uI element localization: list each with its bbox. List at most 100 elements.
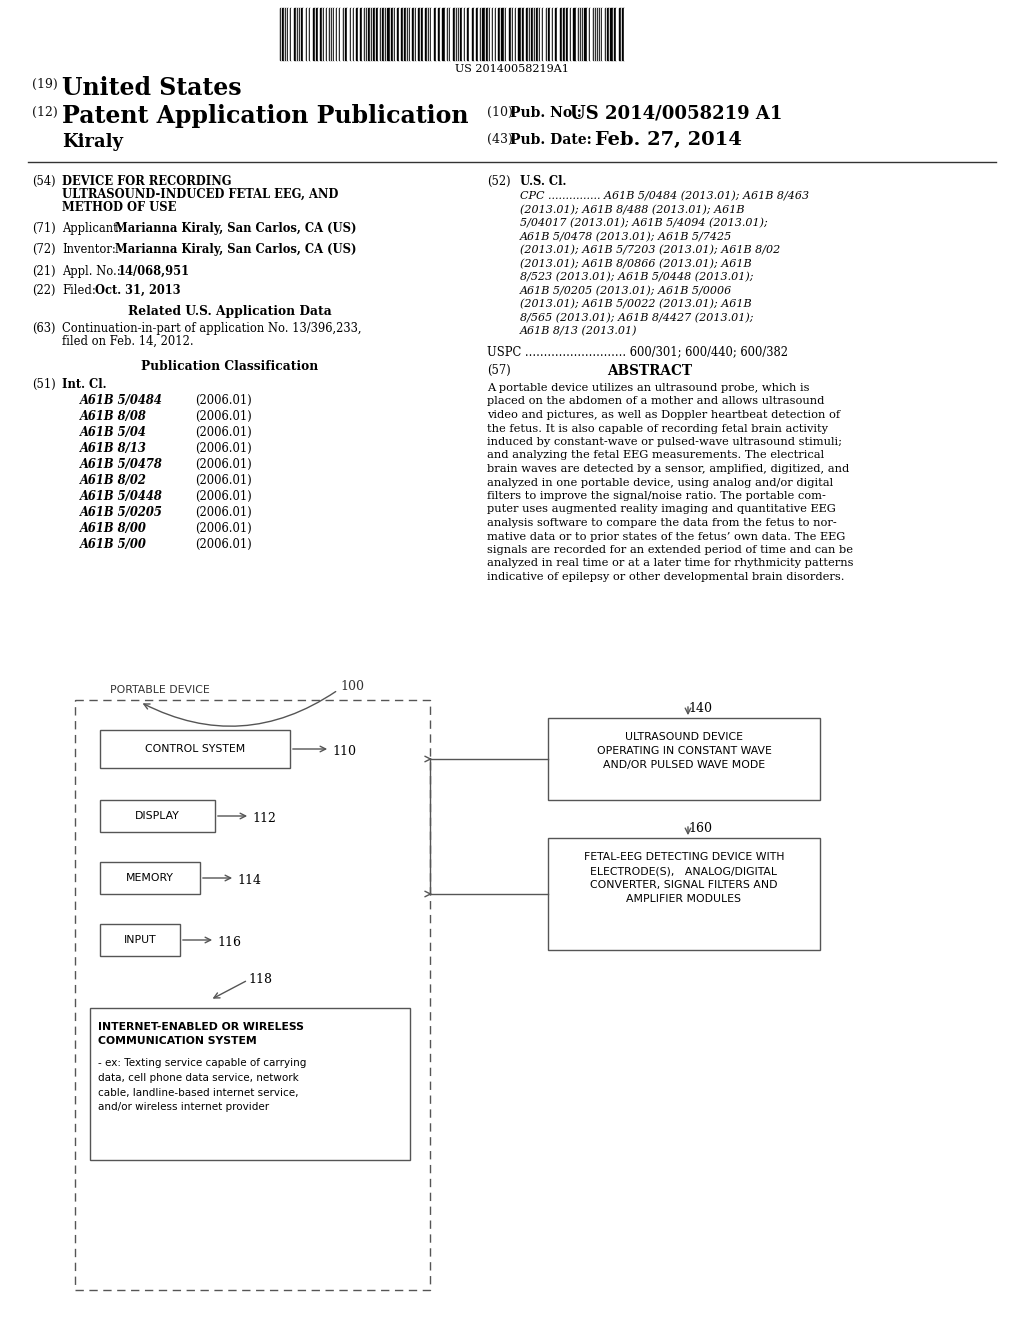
Bar bbox=[382, 8, 384, 59]
Text: AMPLIFIER MODULES: AMPLIFIER MODULES bbox=[627, 894, 741, 904]
Bar bbox=[559, 8, 561, 59]
Text: Continuation-in-part of application No. 13/396,233,: Continuation-in-part of application No. … bbox=[62, 322, 361, 335]
Bar bbox=[339, 8, 340, 59]
Text: Feb. 27, 2014: Feb. 27, 2014 bbox=[595, 131, 741, 149]
Text: Applicant:: Applicant: bbox=[62, 222, 122, 235]
Text: 112: 112 bbox=[252, 812, 275, 825]
Text: (2006.01): (2006.01) bbox=[195, 474, 252, 487]
Bar bbox=[536, 8, 538, 59]
Text: Inventor:: Inventor: bbox=[62, 243, 116, 256]
Text: puter uses augmented reality imaging and quantitative EEG: puter uses augmented reality imaging and… bbox=[487, 504, 836, 515]
Bar bbox=[353, 8, 356, 59]
Text: A61B 5/04: A61B 5/04 bbox=[80, 426, 146, 440]
Bar bbox=[319, 8, 322, 59]
Text: (2013.01); A61B 8/488 (2013.01); A61B: (2013.01); A61B 8/488 (2013.01); A61B bbox=[520, 205, 744, 215]
Text: 100: 100 bbox=[340, 680, 364, 693]
Bar bbox=[334, 8, 336, 59]
Text: A61B 5/0478: A61B 5/0478 bbox=[80, 458, 163, 471]
Text: and analyzing the fetal EEG measurements. The electrical: and analyzing the fetal EEG measurements… bbox=[487, 450, 824, 461]
Text: 118: 118 bbox=[248, 973, 272, 986]
Bar bbox=[350, 8, 352, 59]
Text: ULTRASOUND DEVICE: ULTRASOUND DEVICE bbox=[625, 733, 743, 742]
Text: (2013.01); A61B 5/7203 (2013.01); A61B 8/02: (2013.01); A61B 5/7203 (2013.01); A61B 8… bbox=[520, 246, 780, 255]
Bar bbox=[412, 8, 414, 59]
Text: - ex: Texting service capable of carrying
data, cell phone data service, network: - ex: Texting service capable of carryin… bbox=[98, 1059, 306, 1113]
Bar bbox=[397, 8, 399, 59]
Text: 160: 160 bbox=[688, 822, 712, 836]
Bar bbox=[446, 8, 449, 59]
Bar bbox=[345, 8, 347, 59]
Text: A61B 8/08: A61B 8/08 bbox=[80, 411, 146, 422]
Bar bbox=[337, 8, 339, 59]
Bar bbox=[409, 8, 410, 59]
Text: the fetus. It is also capable of recording fetal brain activity: the fetus. It is also capable of recordi… bbox=[487, 424, 828, 433]
Text: filed on Feb. 14, 2012.: filed on Feb. 14, 2012. bbox=[62, 335, 194, 348]
Text: (2006.01): (2006.01) bbox=[195, 442, 252, 455]
Bar bbox=[613, 8, 616, 59]
Text: METHOD OF USE: METHOD OF USE bbox=[62, 201, 176, 214]
Text: (51): (51) bbox=[32, 378, 55, 391]
Bar bbox=[482, 8, 484, 59]
Bar bbox=[347, 8, 349, 59]
Text: filters to improve the signal/noise ratio. The portable com-: filters to improve the signal/noise rati… bbox=[487, 491, 826, 502]
Bar bbox=[501, 8, 504, 59]
Text: (2006.01): (2006.01) bbox=[195, 490, 252, 503]
Text: US 20140058219A1: US 20140058219A1 bbox=[455, 63, 569, 74]
Bar bbox=[324, 8, 326, 59]
Text: Kiraly: Kiraly bbox=[62, 133, 123, 150]
Bar bbox=[513, 8, 514, 59]
Text: (54): (54) bbox=[32, 176, 55, 187]
Text: DISPLAY: DISPLAY bbox=[135, 810, 180, 821]
Bar bbox=[575, 8, 578, 59]
Bar bbox=[100, 800, 215, 832]
Bar bbox=[100, 924, 180, 956]
Bar bbox=[303, 8, 305, 59]
Bar bbox=[378, 8, 380, 59]
Bar bbox=[473, 8, 476, 59]
Bar bbox=[326, 8, 327, 59]
Text: (12): (12) bbox=[32, 106, 57, 119]
Text: COMMUNICATION SYSTEM: COMMUNICATION SYSTEM bbox=[98, 1036, 257, 1045]
Bar bbox=[486, 8, 487, 59]
Text: A61B 5/00: A61B 5/00 bbox=[80, 539, 146, 550]
Bar bbox=[566, 8, 567, 59]
Bar bbox=[462, 8, 464, 59]
Bar bbox=[431, 8, 433, 59]
Bar bbox=[469, 8, 471, 59]
Text: Pub. No.:: Pub. No.: bbox=[510, 106, 582, 120]
Text: (57): (57) bbox=[487, 364, 511, 378]
Bar bbox=[100, 862, 200, 894]
Text: Patent Application Publication: Patent Application Publication bbox=[62, 104, 469, 128]
Bar bbox=[548, 838, 820, 950]
Bar bbox=[573, 8, 575, 59]
Bar bbox=[360, 8, 361, 59]
Bar bbox=[584, 8, 587, 59]
Text: placed on the abdomen of a mother and allows ultrasound: placed on the abdomen of a mother and al… bbox=[487, 396, 824, 407]
Bar bbox=[543, 8, 546, 59]
Text: FETAL-EEG DETECTING DEVICE WITH: FETAL-EEG DETECTING DEVICE WITH bbox=[584, 851, 784, 862]
Bar bbox=[100, 730, 290, 768]
Bar bbox=[460, 8, 462, 59]
Bar bbox=[498, 8, 500, 59]
Text: A61B 8/02: A61B 8/02 bbox=[80, 474, 146, 487]
Bar bbox=[476, 8, 477, 59]
Bar bbox=[524, 8, 525, 59]
Bar bbox=[467, 8, 469, 59]
Bar bbox=[616, 8, 618, 59]
Bar bbox=[384, 8, 386, 59]
Text: U.S. Cl.: U.S. Cl. bbox=[520, 176, 566, 187]
Bar bbox=[587, 8, 589, 59]
Text: A61B 5/0484: A61B 5/0484 bbox=[80, 393, 163, 407]
Bar bbox=[553, 8, 555, 59]
Bar bbox=[399, 8, 400, 59]
Bar bbox=[381, 8, 382, 59]
Text: (2006.01): (2006.01) bbox=[195, 539, 252, 550]
Bar bbox=[453, 8, 455, 59]
Text: Publication Classification: Publication Classification bbox=[141, 360, 318, 374]
Text: CONVERTER, SIGNAL FILTERS AND: CONVERTER, SIGNAL FILTERS AND bbox=[590, 880, 778, 890]
Bar bbox=[410, 8, 412, 59]
Bar bbox=[427, 8, 429, 59]
Text: (19): (19) bbox=[32, 78, 57, 91]
Text: INPUT: INPUT bbox=[124, 935, 157, 945]
Bar bbox=[310, 8, 312, 59]
